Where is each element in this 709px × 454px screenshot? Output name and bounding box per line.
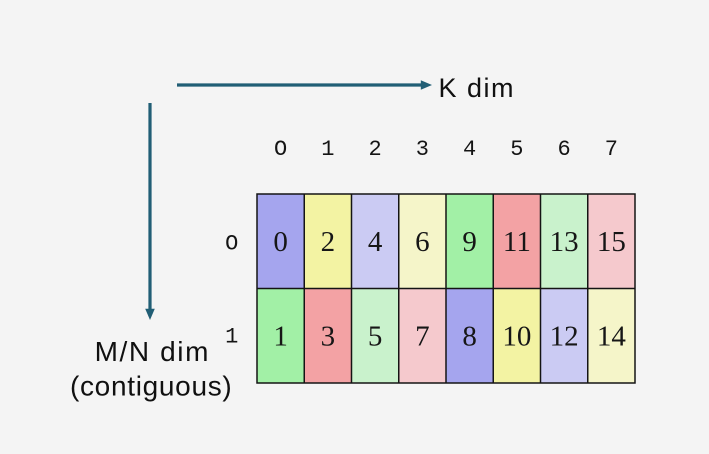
svg-text:9: 9 [462, 226, 477, 258]
svg-text:1: 1 [273, 320, 288, 352]
svg-text:K dim: K dim [439, 73, 516, 103]
svg-text:3: 3 [416, 137, 429, 162]
svg-text:10: 10 [502, 320, 531, 352]
svg-text:2: 2 [321, 226, 336, 258]
svg-text:1: 1 [225, 325, 238, 350]
svg-text:4: 4 [463, 137, 476, 162]
svg-text:11: 11 [503, 226, 531, 258]
svg-text:14: 14 [597, 320, 627, 352]
svg-text:4: 4 [368, 226, 383, 258]
svg-text:6: 6 [415, 226, 430, 258]
svg-text:O: O [274, 137, 287, 162]
svg-text:0: 0 [273, 226, 288, 258]
svg-text:5: 5 [510, 137, 523, 162]
svg-text:15: 15 [597, 226, 626, 258]
svg-text:2: 2 [368, 137, 381, 162]
svg-text:6: 6 [557, 137, 570, 162]
svg-text:1: 1 [321, 137, 334, 162]
svg-text:8: 8 [462, 320, 477, 352]
svg-text:3: 3 [321, 320, 336, 352]
svg-text:O: O [225, 231, 238, 256]
svg-text:12: 12 [550, 320, 579, 352]
svg-text:7: 7 [415, 320, 430, 352]
svg-text:13: 13 [550, 226, 579, 258]
svg-text:7: 7 [605, 137, 618, 162]
svg-text:5: 5 [368, 320, 383, 352]
svg-text:(contiguous): (contiguous) [70, 371, 232, 402]
svg-text:M/N dim: M/N dim [95, 336, 210, 367]
